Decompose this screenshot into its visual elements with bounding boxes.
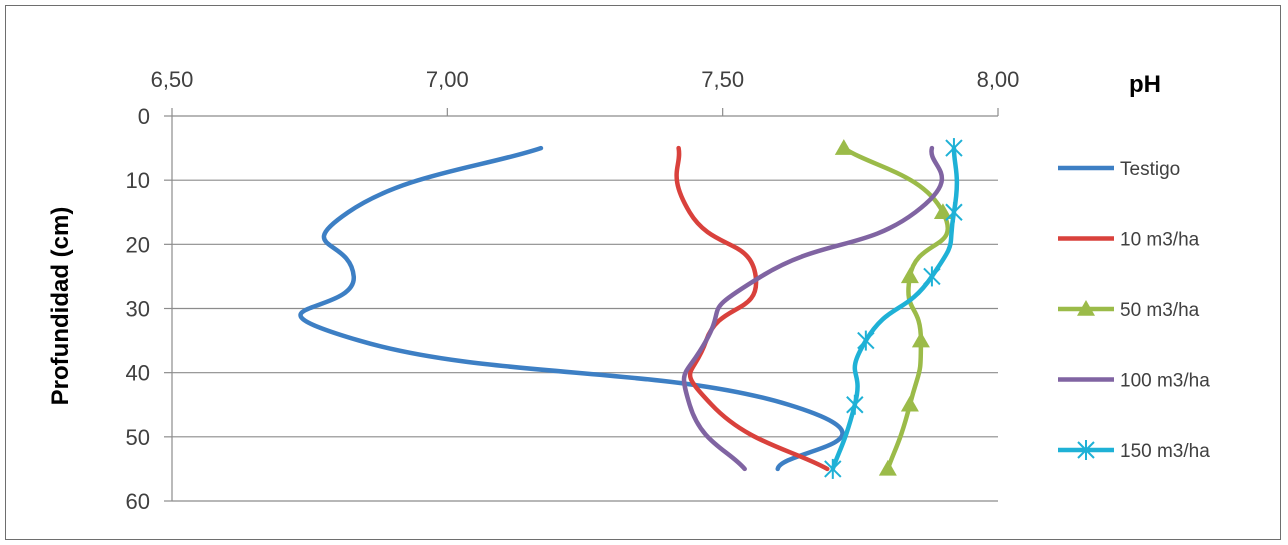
axes: 6,50 7,00 7,50 8,00 0 10 20 30 40 50 60 (126, 67, 1020, 514)
asterisk-marker (1077, 440, 1095, 460)
y-tick-label: 50 (126, 425, 150, 450)
x-axis-title: pH (1129, 71, 1161, 98)
triangle-marker (911, 331, 930, 348)
legend: Testigo 10 m3/ha 50 m3/ha 100 m3/ha 150 m3/h… (1058, 159, 1210, 462)
x-tick-label: 7,50 (701, 67, 744, 92)
asterisk-marker (857, 330, 875, 351)
legend-label: 50 m3/ha (1120, 300, 1200, 321)
legend-item: 10 m3/ha (1058, 230, 1200, 251)
y-tick-label: 30 (126, 297, 150, 322)
legend-item: Testigo (1058, 159, 1180, 180)
legend-label: 100 m3/ha (1120, 371, 1210, 392)
x-tick-label: 7,00 (426, 67, 469, 92)
y-axis-title: Profundidad (cm) (47, 207, 74, 406)
legend-item: 50 m3/ha (1058, 300, 1200, 321)
triangle-marker (900, 267, 919, 284)
asterisk-marker (824, 458, 842, 479)
legend-label: Testigo (1120, 159, 1180, 180)
series-lines (298, 138, 963, 479)
asterisk-marker (945, 202, 963, 223)
triangle-marker (834, 139, 853, 155)
x-tick-label: 6,50 (151, 67, 194, 92)
series-3 (681, 145, 945, 472)
y-tick-label: 40 (126, 361, 150, 386)
triangle-marker (900, 395, 919, 412)
triangle-marker (878, 459, 897, 476)
asterisk-marker (945, 138, 963, 159)
legend-item: 100 m3/ha (1058, 371, 1210, 392)
series-line (681, 145, 945, 472)
series-line (298, 145, 845, 472)
series-4 (824, 138, 963, 479)
gridlines (172, 179, 998, 502)
y-tick-label: 10 (126, 168, 150, 193)
y-tick-label: 60 (126, 489, 150, 514)
y-tick-label: 0 (138, 104, 150, 129)
series-2 (834, 139, 952, 476)
asterisk-marker (923, 266, 941, 287)
legend-label: 150 m3/ha (1120, 441, 1210, 462)
series-0 (298, 145, 845, 472)
triangle-marker (1077, 300, 1095, 316)
legend-label: 10 m3/ha (1120, 230, 1200, 251)
y-tick-label: 20 (126, 232, 150, 257)
series-line (674, 145, 830, 472)
legend-item: 150 m3/ha (1058, 440, 1210, 462)
triangle-marker (933, 203, 952, 219)
x-tick-label: 8,00 (977, 67, 1020, 92)
asterisk-marker (846, 394, 864, 415)
series-1 (674, 145, 830, 472)
